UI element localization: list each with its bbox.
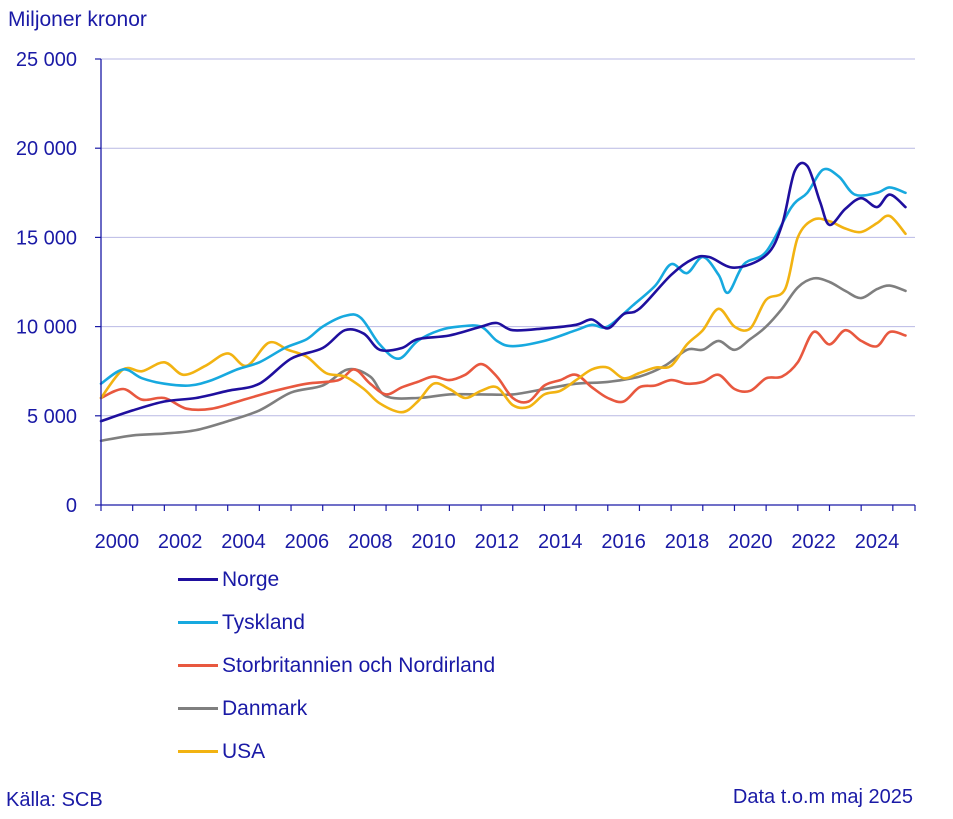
legend-swatch-usa [178,750,218,753]
x-tick-label: 2000 [95,531,140,553]
legend-label-danmark: Danmark [222,696,308,720]
x-tick-label: 2020 [728,531,773,553]
x-tick-label: 2012 [475,531,520,553]
legend-item-tyskland: Tyskland [178,601,495,644]
series-line-danmark [99,276,907,443]
legend-label-tyskland: Tyskland [222,610,305,634]
x-tick-label: 2018 [665,531,710,553]
y-tick-label: 20 000 [16,138,77,160]
y-axis-title: Miljoner kronor [8,8,147,31]
series-line-norge [99,161,907,423]
x-tick-label: 2006 [285,531,330,553]
x-tick-label: 2022 [791,531,836,553]
series-lines [99,161,907,443]
data-period-note: Data t.o.m maj 2025 [732,786,913,808]
y-tick-label: 5 000 [27,406,77,428]
x-tick-label: 2002 [158,531,203,553]
legend-item-danmark: Danmark [178,687,495,730]
series-line-usa [99,214,907,414]
axes [95,58,916,511]
legend-swatch-tyskland [178,621,218,624]
y-tick-label: 25 000 [16,49,77,71]
y-tick-label: 15 000 [16,227,77,249]
source-note: Källa: SCB [6,789,103,811]
legend: Norge Tyskland Storbritannien och Nordir… [178,558,495,773]
x-tick-label: 2010 [411,531,456,553]
x-tick-labels: 2000 2002 2004 2006 2008 2010 2012 2014 2016 2018… [95,531,900,553]
series-line-tyskland [99,167,907,387]
x-tick-label: 2016 [601,531,646,553]
grid-lines [101,58,915,417]
legend-swatch-danmark [178,707,218,710]
legend-swatch-storbritannien [178,664,218,667]
legend-item-usa: USA [178,730,495,773]
legend-swatch-norge [178,578,218,581]
legend-label-norge: Norge [222,567,280,591]
y-tick-label: 0 [66,495,77,517]
x-tick-label: 2008 [348,531,393,553]
legend-label-usa: USA [222,739,266,763]
x-tick-label: 2014 [538,531,583,553]
x-tick-label: 2024 [855,531,900,553]
legend-item-norge: Norge [178,558,495,601]
y-tick-labels: 0 5 000 10 000 15 000 20 000 25 000 [16,49,77,517]
legend-item-storbritannien: Storbritannien och Nordirland [178,644,495,687]
series-line-storbritannien [99,328,907,412]
y-tick-label: 10 000 [16,317,77,339]
x-tick-label: 2004 [221,531,266,553]
legend-label-storbritannien: Storbritannien och Nordirland [222,653,496,677]
